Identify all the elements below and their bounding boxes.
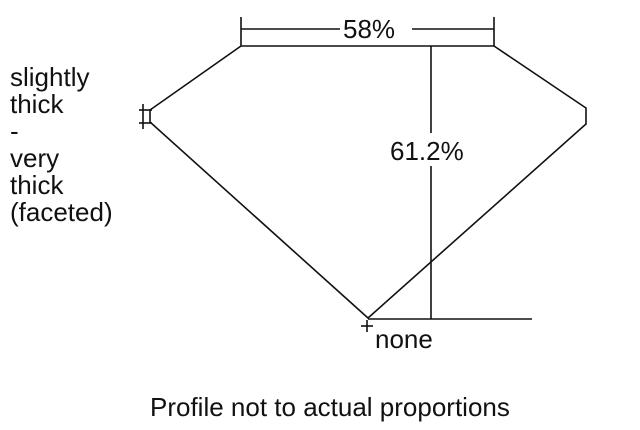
girdle-label-line: slightly (10, 62, 90, 92)
girdle-label-line: very (10, 143, 60, 173)
girdle-label-line: - (10, 116, 19, 146)
girdle-label-line: (faceted) (10, 197, 113, 227)
diamond-outline (149, 45, 587, 320)
culet-label: none (375, 324, 433, 354)
footnote: Profile not to actual proportions (150, 392, 510, 422)
girdle-label: slightly thick - very thick (faceted) (10, 62, 113, 228)
girdle-label-line: thick (10, 89, 64, 119)
table-percent-label: 58% (343, 14, 396, 44)
girdle-label-line: thick (10, 170, 64, 200)
depth-percent-label: 61.2% (390, 136, 464, 166)
